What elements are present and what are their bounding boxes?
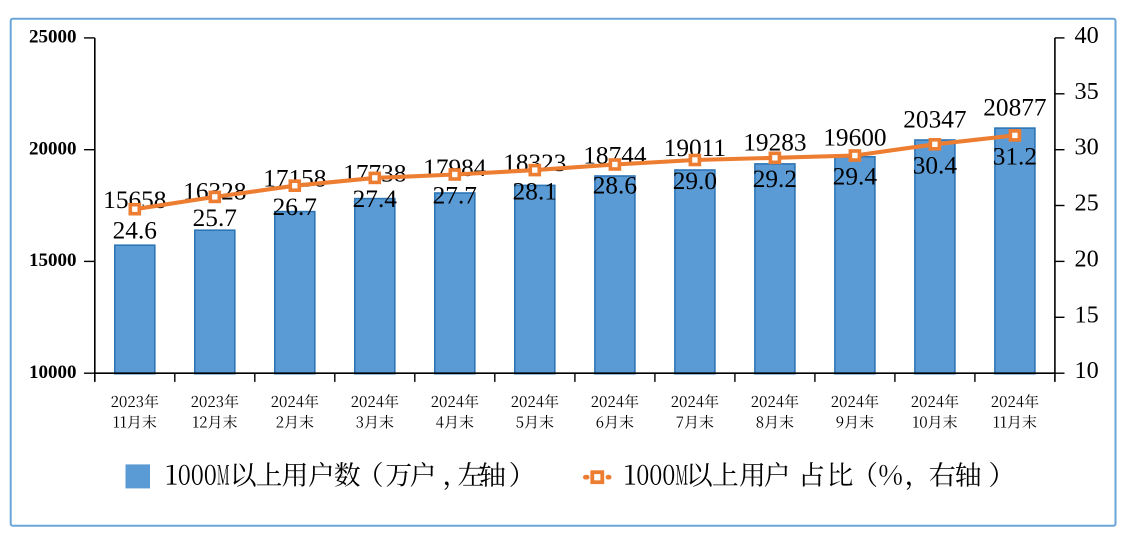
svg-text:19600: 19600 <box>823 123 886 151</box>
svg-text:15: 15 <box>1075 301 1099 328</box>
svg-text:25.7: 25.7 <box>193 204 237 232</box>
svg-text:31.2: 31.2 <box>993 143 1037 171</box>
svg-text:24.6: 24.6 <box>113 216 157 244</box>
svg-text:15000: 15000 <box>29 250 77 271</box>
svg-text:27.4: 27.4 <box>353 185 398 213</box>
svg-text:20877: 20877 <box>983 93 1046 121</box>
svg-text:10: 10 <box>1075 357 1099 384</box>
svg-text:28.1: 28.1 <box>513 177 557 205</box>
svg-text:26.7: 26.7 <box>273 193 317 221</box>
svg-text:20: 20 <box>1075 245 1099 272</box>
svg-text:29.4: 29.4 <box>833 163 878 191</box>
svg-text:20000: 20000 <box>29 138 77 159</box>
svg-text:29.0: 29.0 <box>673 167 717 195</box>
svg-text:28.6: 28.6 <box>593 172 637 200</box>
svg-text:35: 35 <box>1075 78 1099 105</box>
svg-text:30.4: 30.4 <box>913 152 958 180</box>
svg-text:25000: 25000 <box>29 27 77 48</box>
svg-text:30: 30 <box>1075 134 1099 161</box>
svg-text:29.2: 29.2 <box>753 165 797 193</box>
svg-text:27.7: 27.7 <box>433 182 477 210</box>
svg-text:25: 25 <box>1075 190 1099 217</box>
svg-text:20347: 20347 <box>903 106 966 134</box>
svg-text:10000: 10000 <box>29 362 77 383</box>
svg-text:40: 40 <box>1075 22 1099 49</box>
